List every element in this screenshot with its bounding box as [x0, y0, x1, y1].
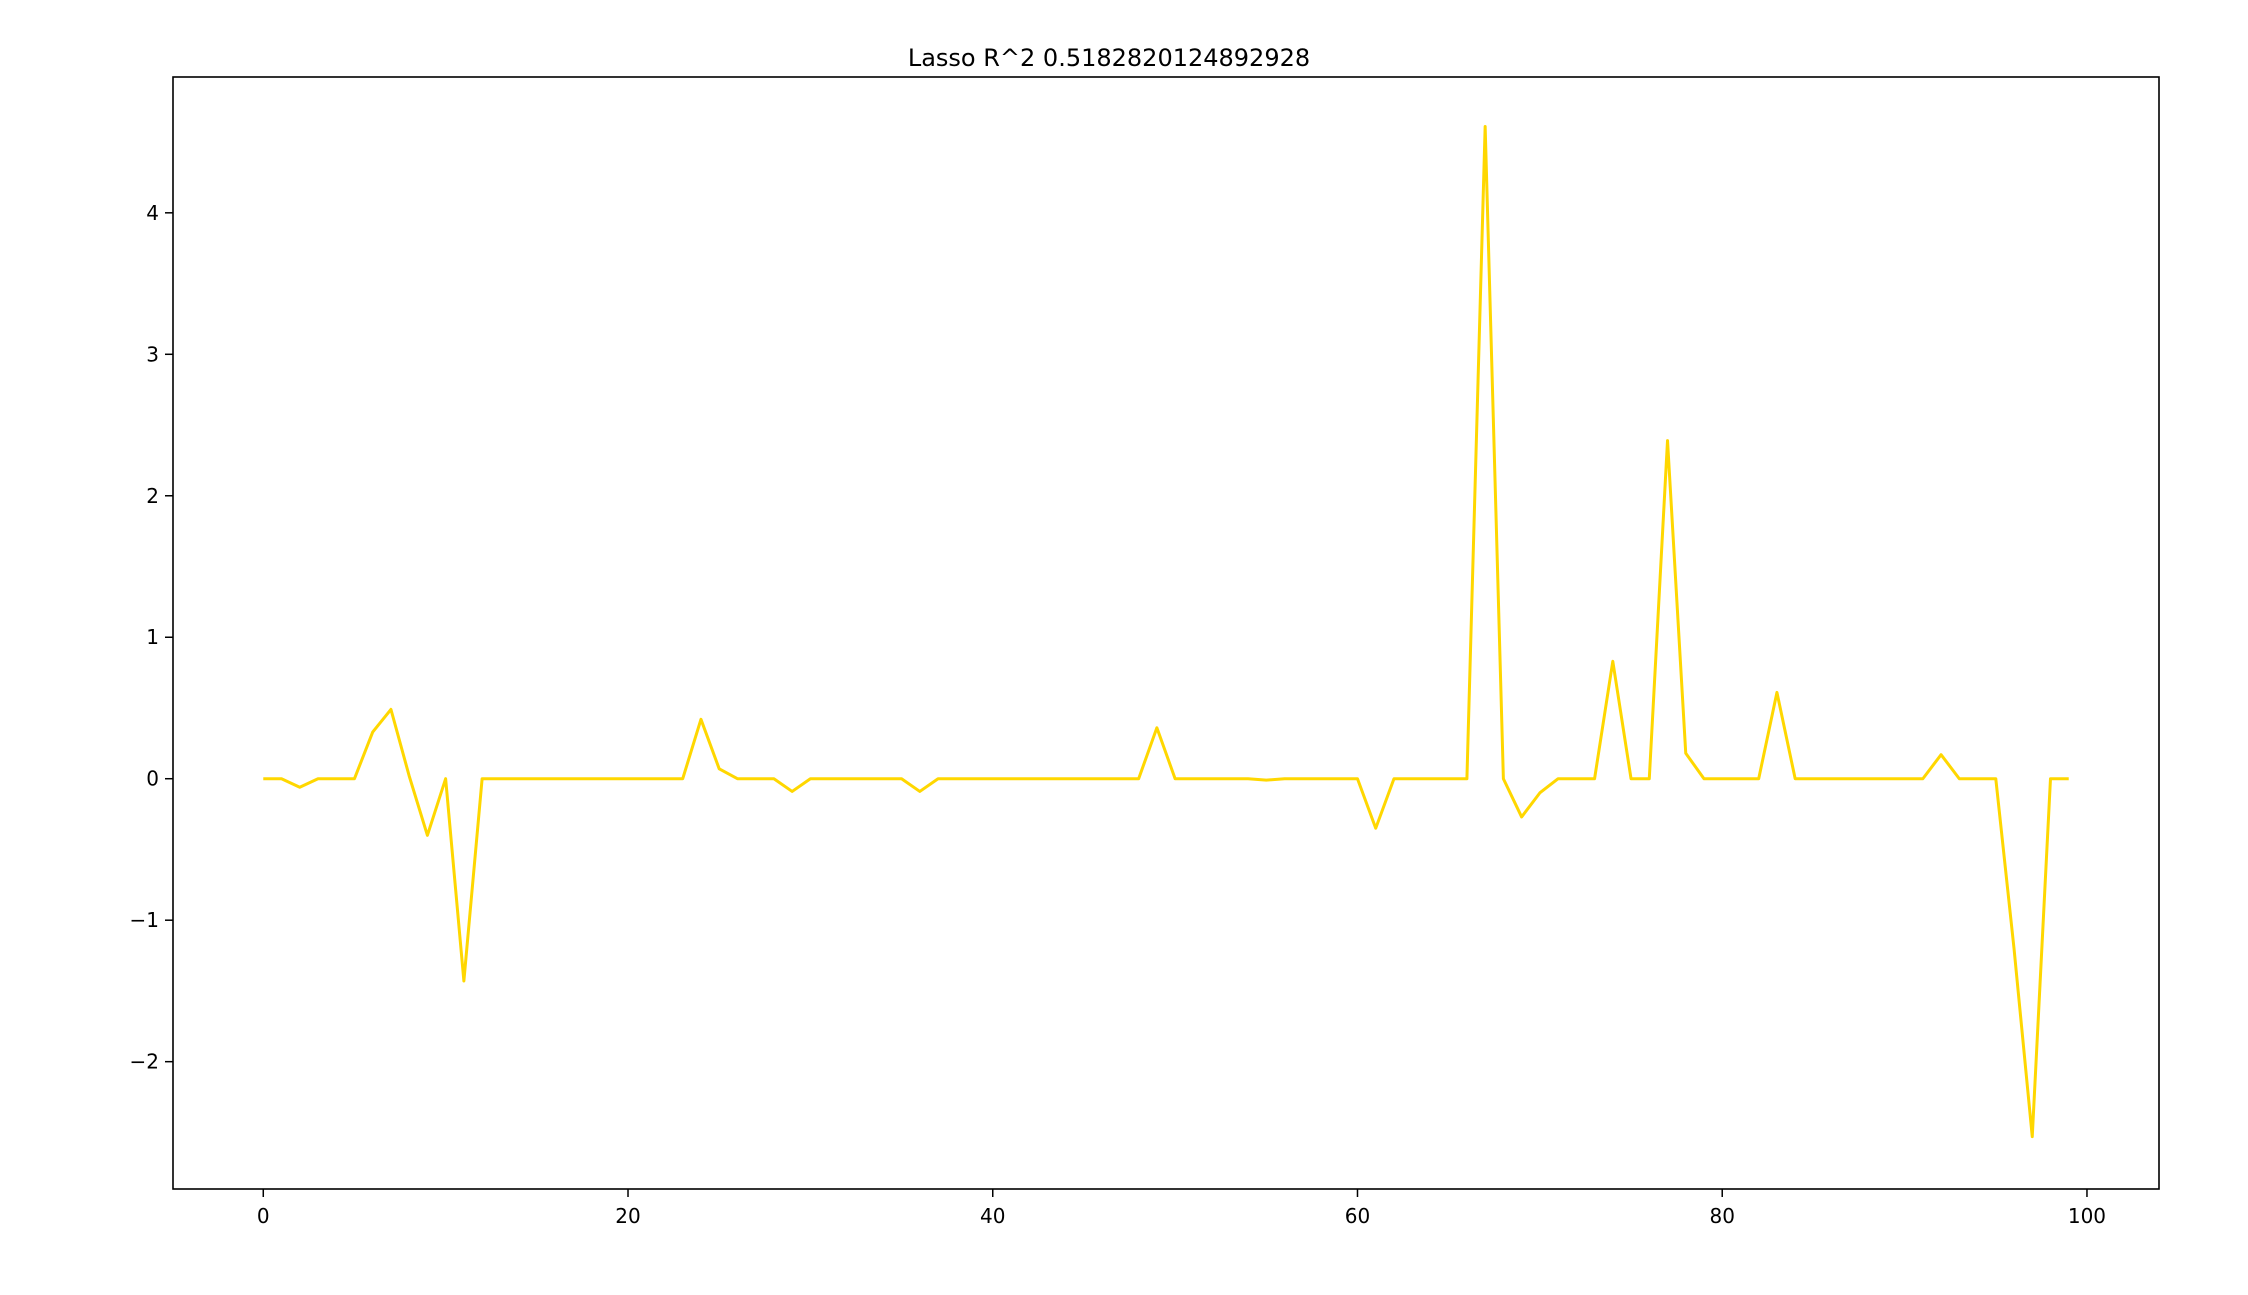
y-tick-label: −2	[130, 1050, 159, 1074]
x-tick-label: 40	[980, 1204, 1005, 1228]
y-tick-label: 0	[146, 767, 159, 791]
x-tick-label: 60	[1345, 1204, 1370, 1228]
chart-title: Lasso R^2 0.5182820124892928	[908, 44, 1310, 72]
y-tick-label: 1	[146, 625, 159, 649]
x-axis: 0 20 40 60 80 100	[257, 1189, 2106, 1228]
x-tick-label: 20	[615, 1204, 640, 1228]
y-tick-label: 4	[146, 201, 159, 225]
y-tick-label: 2	[146, 484, 159, 508]
y-tick-label: 3	[146, 342, 159, 366]
x-tick-label: 100	[2068, 1204, 2106, 1228]
plot-area	[263, 125, 2069, 1139]
x-tick-label: 0	[257, 1204, 270, 1228]
x-tick-label: 80	[1709, 1204, 1734, 1228]
y-axis: −2 −1 0 1 2 3 4	[130, 201, 173, 1074]
plot-frame	[172, 76, 2160, 1190]
series-line	[263, 125, 2069, 1139]
y-tick-label: −1	[130, 908, 159, 932]
